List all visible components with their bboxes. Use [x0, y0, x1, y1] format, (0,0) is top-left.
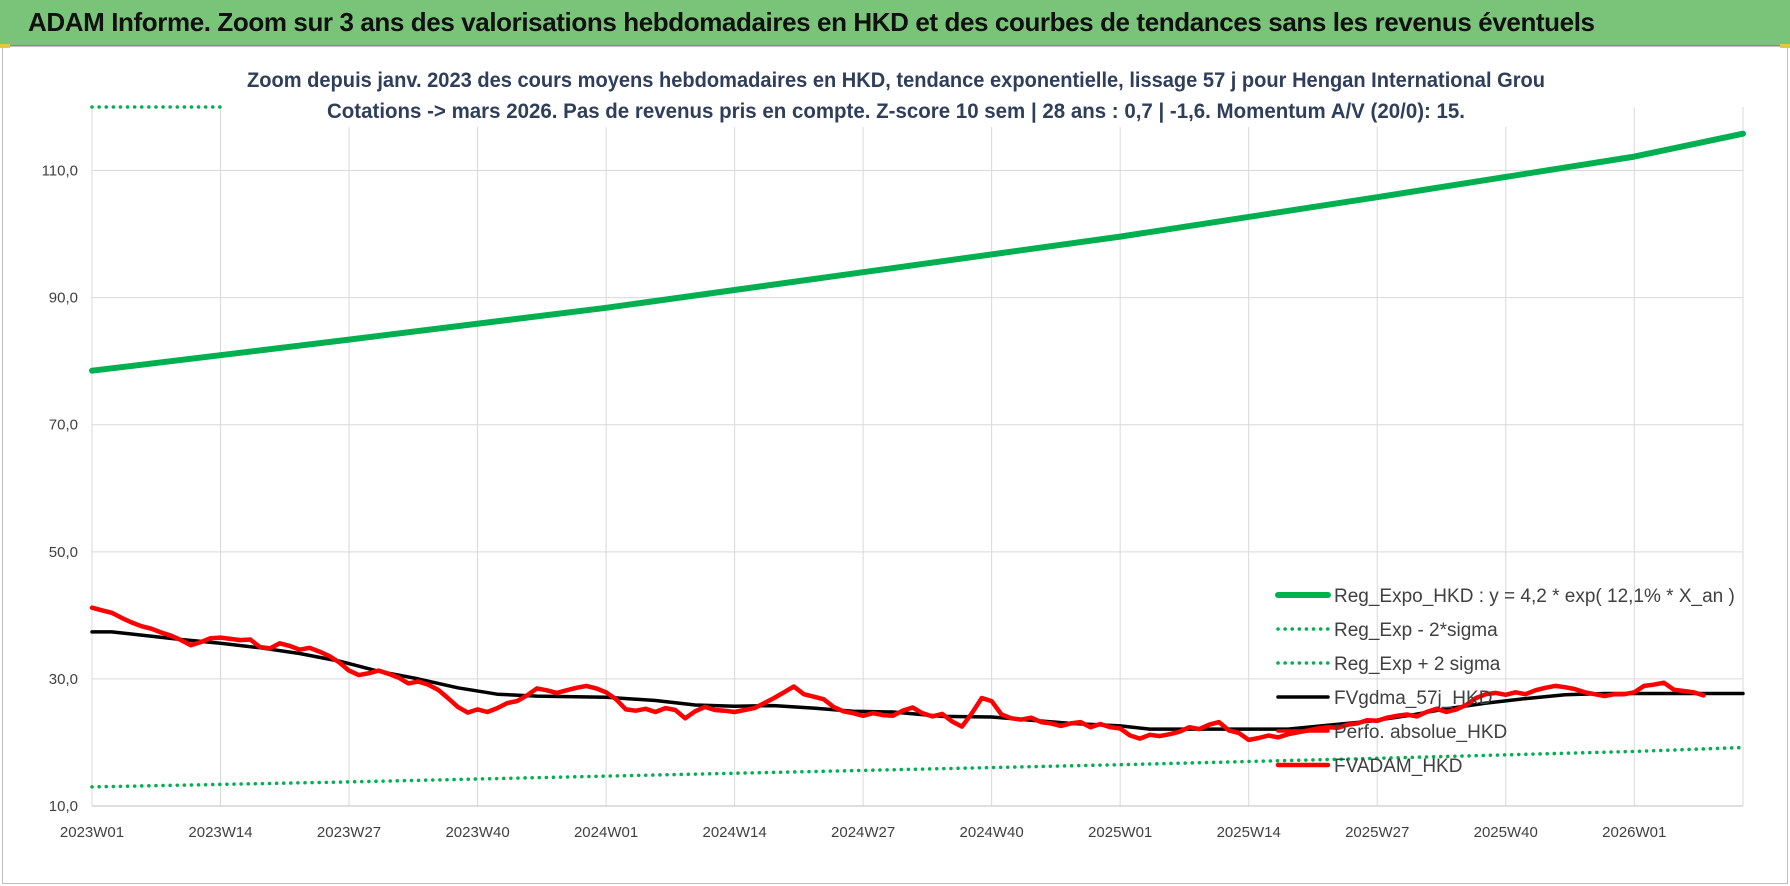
corner-marker-right [1780, 44, 1790, 48]
x-tick-label: 2023W01 [60, 824, 124, 841]
chart-title-background [235, 61, 1555, 127]
series-fvgdma-57j-line [90, 630, 1745, 731]
y-tick-label: 10,0 [49, 798, 78, 815]
x-tick-label: 2025W01 [1088, 824, 1152, 841]
chart-area: 10,0 30,0 50,0 70,0 90,0 110,0 2023W01 2023W14 2… [2, 46, 1788, 884]
x-tick-label: 2025W14 [1217, 824, 1281, 841]
x-tick-label: 2023W40 [445, 824, 509, 841]
corner-marker-left [0, 44, 10, 48]
y-tick-label: 110,0 [42, 163, 78, 180]
legend-label: Reg_Exp - 2*sigma [1334, 620, 1498, 641]
report-banner: ADAM Informe. Zoom sur 3 ans des valoris… [0, 0, 1790, 46]
y-tick-label: 30,0 [49, 671, 78, 688]
x-tick-label: 2026W01 [1602, 824, 1666, 841]
series-reg-expo-line [89, 130, 1746, 374]
report-title: ADAM Informe. Zoom sur 3 ans des valoris… [28, 7, 1595, 37]
series-reg-exp-minus-2sigma-line [90, 745, 1745, 789]
x-tick-label: 2025W27 [1345, 824, 1409, 841]
legend-label: Reg_Exp + 2 sigma [1334, 654, 1501, 675]
legend-label: Reg_Expo_HKD : y = 4,2 * exp( 12,1% * X_… [1334, 586, 1735, 607]
y-tick-label: 70,0 [49, 417, 78, 434]
legend-label: FVgdma_57j_HKD [1334, 688, 1492, 709]
legend-label: FVADAM_HKD [1334, 756, 1462, 777]
x-tick-label: 2024W01 [574, 824, 638, 841]
x-tick-label: 2024W27 [831, 824, 895, 841]
x-tick-label: 2023W14 [188, 824, 252, 841]
series-fvadam-line [89, 605, 1706, 743]
line-chart: 10,0 30,0 50,0 70,0 90,0 110,0 2023W01 2023W14 2… [42, 61, 1746, 841]
x-tick-label: 2024W40 [960, 824, 1024, 841]
x-tick-label: 2024W14 [702, 824, 766, 841]
x-tick-label: 2023W27 [317, 824, 381, 841]
y-tick-label: 90,0 [49, 290, 78, 307]
legend-label: Perfo. absolue_HKD [1334, 722, 1507, 743]
chart-title-line: Zoom depuis janv. 2023 des cours moyens … [247, 69, 1545, 92]
chart-title-line: Cotations -> mars 2026. Pas de revenus p… [327, 100, 1465, 123]
x-tick-label: 2025W40 [1474, 824, 1538, 841]
y-tick-label: 50,0 [49, 544, 78, 561]
